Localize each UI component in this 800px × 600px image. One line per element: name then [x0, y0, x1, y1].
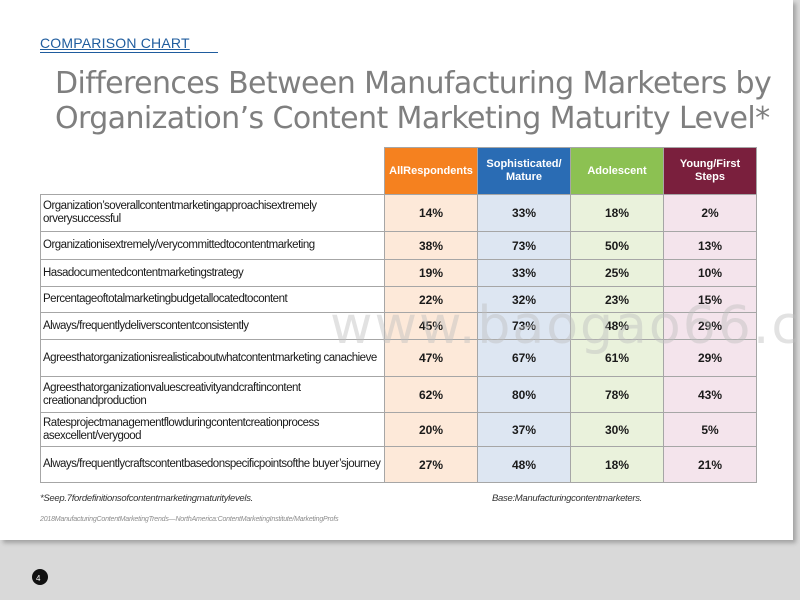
- cell-sophisticated: 80%: [477, 376, 571, 413]
- cell-adolescent: 23%: [570, 286, 664, 313]
- cell-all-respondents: 19%: [384, 259, 478, 287]
- cell-adolescent: 18%: [570, 194, 664, 232]
- slide: COMPARISON CHART Differences Between Man…: [0, 0, 800, 540]
- cell-young: 13%: [663, 231, 757, 260]
- row-label: Organization’soverallcontentmarketingapp…: [40, 194, 385, 232]
- table-row: Percentageoftotalmarketingbudgetallocate…: [40, 286, 757, 313]
- cell-young: 15%: [663, 286, 757, 313]
- cell-adolescent: 78%: [570, 376, 664, 413]
- cell-sophisticated: 32%: [477, 286, 571, 313]
- cell-all-respondents: 20%: [384, 412, 478, 447]
- cell-all-respondents: 27%: [384, 446, 478, 483]
- row-label: Agreesthatorganizationisrealisticaboutwh…: [40, 339, 385, 377]
- cell-sophisticated: 33%: [477, 194, 571, 232]
- header-row: AllRespondents Sophisticated/ Mature Ado…: [40, 147, 757, 195]
- cell-all-respondents: 45%: [384, 312, 478, 340]
- column-header-young: Young/First Steps: [663, 147, 757, 195]
- row-label: Percentageoftotalmarketingbudgetallocate…: [40, 286, 385, 313]
- table-row: Always/frequentlydeliverscontentconsiste…: [40, 312, 757, 340]
- section-label: COMPARISON CHART: [40, 35, 190, 51]
- cell-sophisticated: 33%: [477, 259, 571, 287]
- cell-young: 5%: [663, 412, 757, 447]
- row-label: Ratesprojectmanagementflowduringcontentc…: [40, 412, 385, 447]
- base-note: Base:Manufacturingcontentmarketers.: [492, 493, 643, 504]
- cell-sophisticated: 73%: [477, 312, 571, 340]
- cell-all-respondents: 38%: [384, 231, 478, 260]
- cell-young: 29%: [663, 339, 757, 377]
- table-row: Agreesthatorganizationvaluescreativityan…: [40, 376, 757, 413]
- cell-young: 10%: [663, 259, 757, 287]
- cell-all-respondents: 22%: [384, 286, 478, 313]
- cell-adolescent: 48%: [570, 312, 664, 340]
- cell-young: 21%: [663, 446, 757, 483]
- cell-sophisticated: 73%: [477, 231, 571, 260]
- table-row: Agreesthatorganizationisrealisticaboutwh…: [40, 339, 757, 377]
- column-header-all-respondents: AllRespondents: [384, 147, 478, 195]
- table-row: Organizationisextremely/verycommittedtoc…: [40, 231, 757, 260]
- cell-adolescent: 61%: [570, 339, 664, 377]
- cell-adolescent: 30%: [570, 412, 664, 447]
- header-blank-cell: [40, 147, 385, 195]
- cell-sophisticated: 67%: [477, 339, 571, 377]
- footnote: *Seep.7fordefinitionsofcontentmarketingm…: [40, 493, 253, 504]
- table-row: Hasadocumentedcontentmarketingstrategy 1…: [40, 259, 757, 287]
- row-label: Agreesthatorganizationvaluescreativityan…: [40, 376, 385, 413]
- page-title: Differences Between Manufacturing Market…: [55, 66, 772, 136]
- cell-sophisticated: 37%: [477, 412, 571, 447]
- cell-all-respondents: 62%: [384, 376, 478, 413]
- cell-young: 2%: [663, 194, 757, 232]
- cell-adolescent: 25%: [570, 259, 664, 287]
- table-row: Organization’soverallcontentmarketingapp…: [40, 194, 757, 232]
- column-header-sophisticated: Sophisticated/ Mature: [477, 147, 571, 195]
- source-note: 2018ManufacturingContentMarketingTrends—…: [40, 516, 339, 523]
- table-row: Ratesprojectmanagementflowduringcontentc…: [40, 412, 757, 447]
- cell-young: 43%: [663, 376, 757, 413]
- row-label: Always/frequentlycraftscontentbasedonspe…: [40, 446, 385, 483]
- cell-all-respondents: 14%: [384, 194, 478, 232]
- cell-adolescent: 50%: [570, 231, 664, 260]
- page-number-badge: [32, 569, 48, 585]
- cell-adolescent: 18%: [570, 446, 664, 483]
- comparison-table: AllRespondents Sophisticated/ Mature Ado…: [40, 147, 757, 483]
- row-label: Always/frequentlydeliverscontentconsiste…: [40, 312, 385, 340]
- table-row: Always/frequentlycraftscontentbasedonspe…: [40, 446, 757, 483]
- cell-all-respondents: 47%: [384, 339, 478, 377]
- row-label: Hasadocumentedcontentmarketingstrategy: [40, 259, 385, 287]
- cell-young: 29%: [663, 312, 757, 340]
- row-label: Organizationisextremely/verycommittedtoc…: [40, 231, 385, 260]
- cell-sophisticated: 48%: [477, 446, 571, 483]
- page-number: 4: [36, 574, 41, 583]
- section-underline: [40, 52, 218, 53]
- column-header-adolescent: Adolescent: [570, 147, 664, 195]
